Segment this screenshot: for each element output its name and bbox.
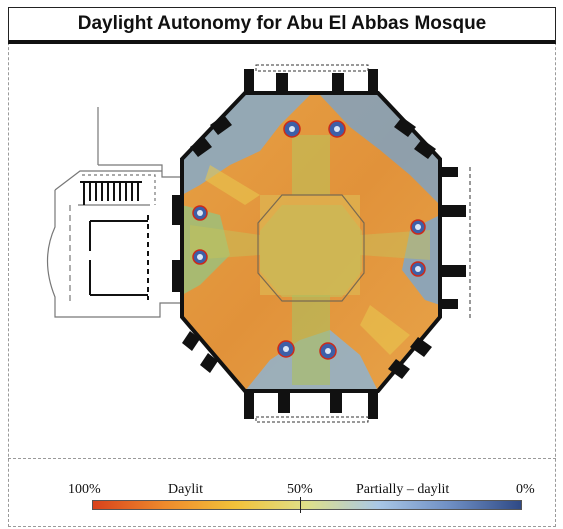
column-marker [410,261,426,277]
column-marker [192,249,208,265]
legend-label-daylit: Daylit [168,482,203,497]
figure-title: Daylight Autonomy for Abu El Abbas Mosqu… [77,13,487,34]
column-marker [283,120,301,138]
column-markers [192,120,426,360]
west-annex [46,107,180,318]
title-bar: Daylight Autonomy for Abu El Abbas Mosqu… [8,7,556,44]
figure-frame [8,7,556,527]
inner-dome-outline [257,194,365,302]
column-marker [277,340,295,358]
legend-midpoint-tick [300,497,301,513]
west-annex-details [80,181,149,300]
column-marker [410,219,426,235]
legend-label-0: 0% [516,482,535,497]
wall-buttresses [172,64,471,423]
legend-divider [8,458,556,459]
daylight-map [182,93,440,391]
legend-label-100: 100% [68,482,101,497]
column-marker [319,342,337,360]
column-marker [192,205,208,221]
legend-label-50: 50% [287,482,313,497]
mosque-plan [46,64,471,423]
legend-color-bar [92,500,522,510]
legend-label-partially-daylit: Partially – daylit [356,482,450,497]
column-marker [328,120,346,138]
